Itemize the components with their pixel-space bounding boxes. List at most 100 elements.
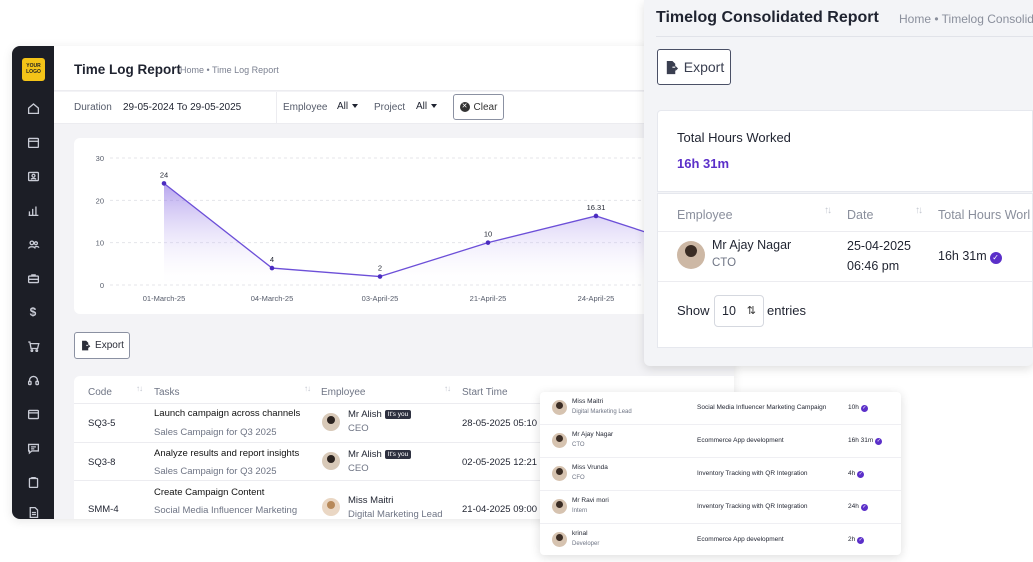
task-title[interactable]: Launch campaign across channels bbox=[154, 408, 301, 419]
its-you-badge: It's you bbox=[384, 410, 412, 419]
employee-role: CTO bbox=[712, 257, 737, 269]
data-label: 24 bbox=[160, 170, 168, 179]
data-point bbox=[269, 265, 275, 271]
divider bbox=[74, 480, 734, 481]
clear-button-label: Clear bbox=[473, 101, 498, 113]
employee-filter-label: Employee bbox=[283, 102, 328, 113]
hours-text: 10h bbox=[848, 404, 859, 411]
data-label: 16.31 bbox=[587, 203, 606, 212]
briefcase-icon[interactable] bbox=[23, 268, 43, 288]
list-item[interactable]: Mr Ravi mori Intern Inventory Tracking w… bbox=[540, 491, 901, 524]
export-button-label: Export bbox=[95, 340, 124, 351]
column-header-tasks[interactable]: Tasks bbox=[154, 387, 180, 398]
main-content: Time Log Report Home • Time Log Report D… bbox=[54, 46, 734, 519]
sort-icon[interactable]: ↑↓ bbox=[824, 205, 832, 216]
sort-icon[interactable]: ↑↓ bbox=[444, 384, 451, 393]
task-code: SMM-4 bbox=[88, 504, 119, 515]
breadcrumb[interactable]: Home • Time Log Report bbox=[180, 65, 279, 75]
employee-name-text: Mr Alish bbox=[348, 409, 382, 420]
y-tick-label: 30 bbox=[96, 154, 104, 163]
employee-name: krinal bbox=[572, 530, 588, 537]
project-name: Inventory Tracking with QR Integration bbox=[697, 470, 808, 477]
cart-icon[interactable] bbox=[23, 336, 43, 356]
employee-hours-list: Miss Maitri Digital Marketing Lead Socia… bbox=[540, 392, 901, 555]
logo-text: YOUR LOGO bbox=[26, 63, 41, 75]
hours-cell: 16h 31m ✓ bbox=[848, 437, 883, 445]
hours-text: 24h bbox=[848, 503, 859, 510]
series-line bbox=[163, 182, 705, 278]
hours-cell: 4h ✓ bbox=[848, 470, 865, 478]
total-hours-card: Total Hours Worked 16h 31m bbox=[657, 110, 1033, 192]
employee-role: Developer bbox=[572, 541, 600, 547]
employee-name: Miss Maitri bbox=[348, 495, 394, 506]
task-code: SQ3-8 bbox=[88, 457, 116, 468]
duration-label: Duration bbox=[74, 102, 112, 113]
calendar-icon[interactable] bbox=[23, 132, 43, 152]
employee-name: Mr Ravi mori bbox=[572, 497, 609, 504]
project-name: Inventory Tracking with QR Integration bbox=[697, 503, 808, 510]
report-export-button[interactable]: Export bbox=[657, 49, 731, 85]
filter-bar: Duration 29-05-2024 To 29-05-2025 Employ… bbox=[54, 92, 734, 124]
y-tick-label: 20 bbox=[96, 196, 104, 205]
dollar-glyph: $ bbox=[29, 305, 37, 319]
export-button[interactable]: Export bbox=[74, 332, 130, 359]
sort-icon[interactable]: ↑↓ bbox=[304, 384, 311, 393]
users-icon[interactable] bbox=[23, 234, 43, 254]
entries-per-page-select[interactable]: 10 bbox=[714, 295, 764, 327]
task-title[interactable]: Analyze results and report insights bbox=[154, 448, 300, 459]
headset-icon[interactable] bbox=[23, 370, 43, 390]
chat-icon[interactable] bbox=[23, 438, 43, 458]
start-time: 02-05-2025 12:21 p bbox=[462, 457, 545, 468]
report-breadcrumb[interactable]: Home • Timelog Consolid bbox=[899, 12, 1033, 26]
employee-filter-select[interactable]: All bbox=[337, 101, 358, 112]
show-label: Show bbox=[677, 303, 710, 318]
hours-cell: 2h ✓ bbox=[848, 536, 865, 544]
avatar bbox=[322, 452, 340, 470]
column-header-employee[interactable]: Employee bbox=[321, 387, 366, 398]
list-item[interactable]: Miss Maitri Digital Marketing Lead Socia… bbox=[540, 392, 901, 425]
log-date: 25-04-2025 bbox=[847, 239, 911, 253]
divider bbox=[74, 403, 734, 404]
column-header-code[interactable]: Code bbox=[88, 387, 112, 398]
divider bbox=[658, 281, 1032, 282]
list-item[interactable]: Mr Ajay Nagar CTO Ecommerce App developm… bbox=[540, 425, 901, 458]
list-item[interactable]: Miss Vrunda CFO Inventory Tracking with … bbox=[540, 458, 901, 491]
total-hours-value: 16h 31m bbox=[677, 156, 730, 171]
project-name: Ecommerce App development bbox=[697, 536, 784, 543]
y-tick-label: 10 bbox=[96, 239, 104, 248]
x-tick-label: 03-April-25 bbox=[362, 294, 399, 303]
verified-check-icon: ✓ bbox=[875, 438, 883, 445]
sidebar: YOUR LOGO $ bbox=[12, 46, 54, 519]
column-header-employee[interactable]: Employee bbox=[677, 208, 733, 222]
sort-icon[interactable]: ↑↓ bbox=[915, 205, 923, 216]
page-title: Time Log Report bbox=[74, 62, 182, 77]
avatar bbox=[552, 433, 567, 448]
duration-value[interactable]: 29-05-2024 To 29-05-2025 bbox=[123, 102, 242, 113]
home-icon[interactable] bbox=[23, 98, 43, 118]
clear-button[interactable]: ✕ Clear bbox=[453, 94, 504, 120]
column-header-total-hours[interactable]: Total Hours Worl bbox=[938, 208, 1031, 222]
page-header: Time Log Report Home • Time Log Report bbox=[54, 46, 734, 91]
hours-area-chart: 0 10 20 30 24 4 2 10 16.31 01-March-25 04-March-25… bbox=[96, 154, 734, 303]
hours-cell: 24h ✓ bbox=[848, 503, 868, 511]
task-title[interactable]: Create Campaign Content bbox=[154, 487, 265, 498]
column-header-start-time[interactable]: Start Time bbox=[462, 387, 508, 398]
id-card-icon[interactable] bbox=[23, 166, 43, 186]
list-item[interactable]: krinal Developer Ecommerce App developme… bbox=[540, 524, 901, 555]
sort-icon[interactable]: ↑↓ bbox=[136, 384, 143, 393]
app-logo[interactable]: YOUR LOGO bbox=[22, 58, 45, 81]
document-icon[interactable] bbox=[23, 502, 43, 519]
x-tick-label: 21-April-25 bbox=[470, 294, 507, 303]
verified-check-icon: ✓ bbox=[860, 405, 868, 412]
project-filter-select[interactable]: All bbox=[416, 101, 437, 112]
x-tick-label: 04-March-25 bbox=[251, 294, 294, 303]
task-project: Social Media Influencer Marketing bbox=[154, 505, 298, 516]
window-icon[interactable] bbox=[23, 404, 43, 424]
time-log-app-window: YOUR LOGO $ Time Log Report Home • Time … bbox=[12, 46, 734, 519]
series-area bbox=[164, 183, 704, 285]
clipboard-icon[interactable] bbox=[23, 472, 43, 492]
column-header-date[interactable]: Date bbox=[847, 208, 874, 222]
dollar-icon[interactable]: $ bbox=[23, 302, 43, 322]
bar-chart-icon[interactable] bbox=[23, 200, 43, 220]
